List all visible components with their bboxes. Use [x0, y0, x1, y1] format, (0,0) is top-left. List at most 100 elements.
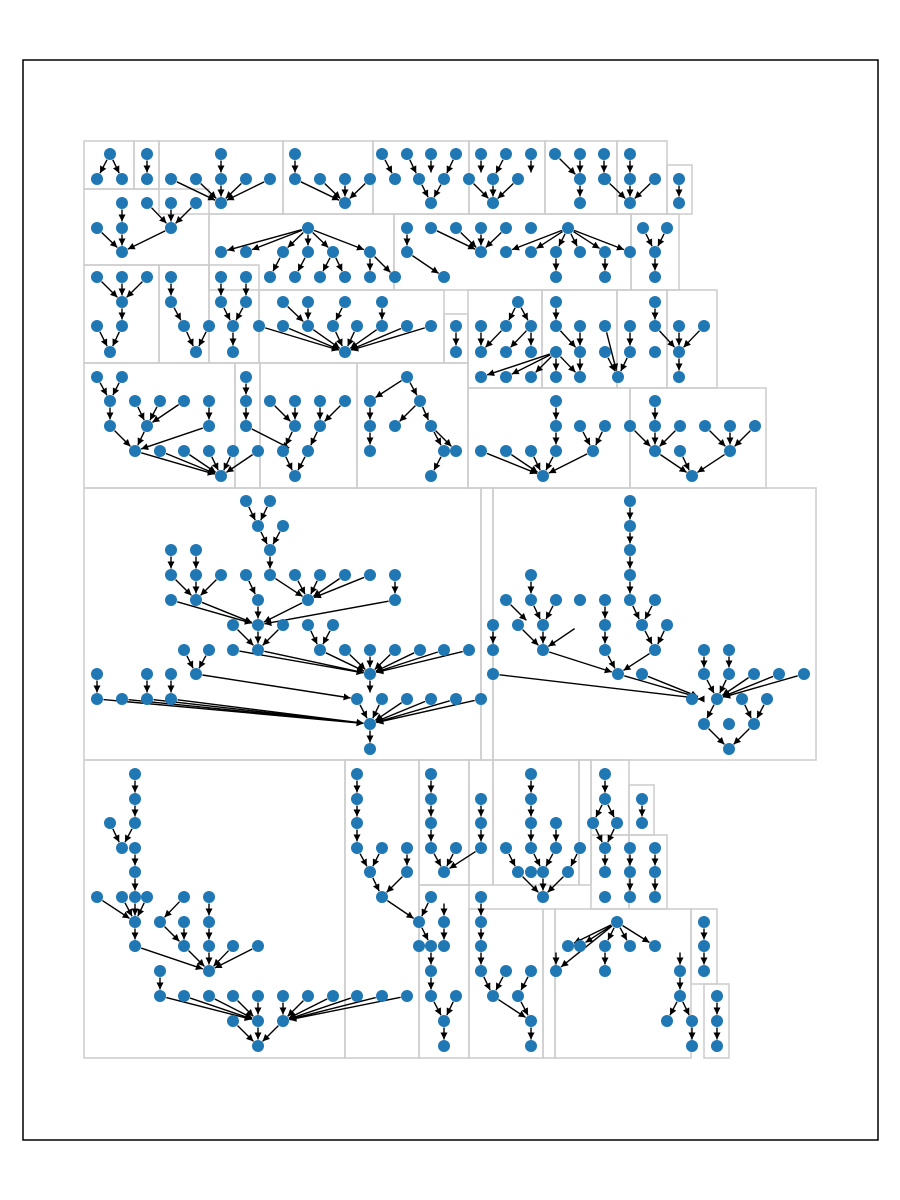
graph-node — [649, 346, 661, 358]
edge-arrow — [485, 231, 502, 249]
graph-node — [500, 346, 512, 358]
edge-arrow — [520, 976, 529, 991]
edge-arrow — [272, 257, 281, 272]
edge-arrow — [547, 628, 576, 647]
graph-node — [252, 990, 264, 1002]
graph-node — [624, 197, 636, 209]
graph-node — [450, 148, 462, 160]
graph-node — [500, 148, 512, 160]
edge-arrow — [112, 828, 120, 843]
graph-node — [425, 470, 437, 482]
edge-arrow — [384, 159, 393, 174]
graph-node — [574, 346, 586, 358]
edge-arrow — [198, 655, 207, 669]
graph-node — [327, 990, 339, 1002]
graph-node — [104, 346, 116, 358]
graph-node — [264, 569, 276, 581]
graph-node — [550, 246, 562, 258]
graph-node — [525, 246, 537, 258]
graph-node — [240, 420, 252, 432]
graph-node — [289, 173, 301, 185]
edge-arrow — [127, 230, 166, 250]
graph-node — [178, 644, 190, 656]
graph-node — [129, 395, 141, 407]
edge-arrow — [223, 307, 231, 321]
graph-node — [512, 619, 524, 631]
graph-node — [748, 668, 760, 680]
graph-node — [376, 891, 388, 903]
graph-node — [487, 644, 499, 656]
graph-node — [761, 693, 773, 705]
graph-node — [475, 817, 487, 829]
edge-arrow — [683, 330, 700, 348]
graph-node — [104, 395, 116, 407]
edge-arrow — [274, 405, 291, 422]
graph-node — [129, 793, 141, 805]
graph-node — [636, 619, 648, 631]
edge-arrow — [657, 233, 665, 247]
graph-node — [673, 173, 685, 185]
edge-arrow — [607, 357, 616, 372]
edge-arrow — [536, 230, 563, 250]
edge-arrow — [177, 699, 364, 726]
graph-node — [277, 619, 289, 631]
graph-node — [364, 445, 376, 457]
graph-node — [599, 842, 611, 854]
edge-arrow — [433, 456, 442, 471]
edge-arrow — [300, 181, 340, 201]
edge-arrow — [251, 229, 303, 251]
graph-node — [376, 842, 388, 854]
graph-node — [624, 320, 636, 332]
edge-arrow — [324, 405, 341, 422]
edge-arrow — [137, 406, 145, 421]
edge-arrow — [756, 704, 765, 719]
graph-node — [438, 866, 450, 878]
graph-node — [91, 371, 103, 383]
edge-arrow — [375, 379, 402, 399]
graph-node — [550, 371, 562, 383]
graph-node — [401, 148, 413, 160]
edge-arrow — [372, 704, 380, 719]
graph-node — [723, 668, 735, 680]
graph-node — [141, 271, 153, 283]
edge-arrow — [188, 950, 205, 967]
graph-node — [500, 371, 512, 383]
graph-node — [190, 544, 202, 556]
graph-node — [314, 569, 326, 581]
graph-node — [190, 173, 202, 185]
graph-node — [475, 891, 487, 903]
graph-node — [537, 470, 549, 482]
edge-arrow — [173, 307, 182, 321]
graph-node — [215, 197, 227, 209]
graph-node — [116, 197, 128, 209]
graph-node — [264, 544, 276, 556]
edge-arrow — [227, 229, 302, 252]
graph-node — [599, 173, 611, 185]
graph-node — [116, 271, 128, 283]
graph-node — [389, 420, 401, 432]
edge-arrow — [201, 601, 253, 624]
graph-node — [413, 173, 425, 185]
graph-node — [364, 173, 376, 185]
graph-node — [599, 619, 611, 631]
edge-arrow — [433, 184, 442, 198]
graph-node — [649, 866, 661, 878]
edge-arrow — [520, 307, 529, 321]
edge-arrow — [177, 601, 252, 625]
graph-node — [227, 990, 239, 1002]
graph-node — [116, 173, 128, 185]
graph-node — [302, 296, 314, 308]
graph-node — [252, 520, 264, 532]
graph-node — [116, 320, 128, 332]
graph-node — [500, 445, 512, 457]
edge-arrow — [595, 431, 603, 446]
graph-node — [525, 594, 537, 606]
edge-arrow — [595, 828, 603, 843]
edge-arrow — [263, 602, 303, 623]
graph-node — [463, 173, 475, 185]
graph-node — [686, 693, 698, 705]
edge-arrow — [545, 605, 554, 620]
edge-arrow — [533, 605, 541, 620]
graph-node — [425, 842, 437, 854]
graph-node — [649, 395, 661, 407]
